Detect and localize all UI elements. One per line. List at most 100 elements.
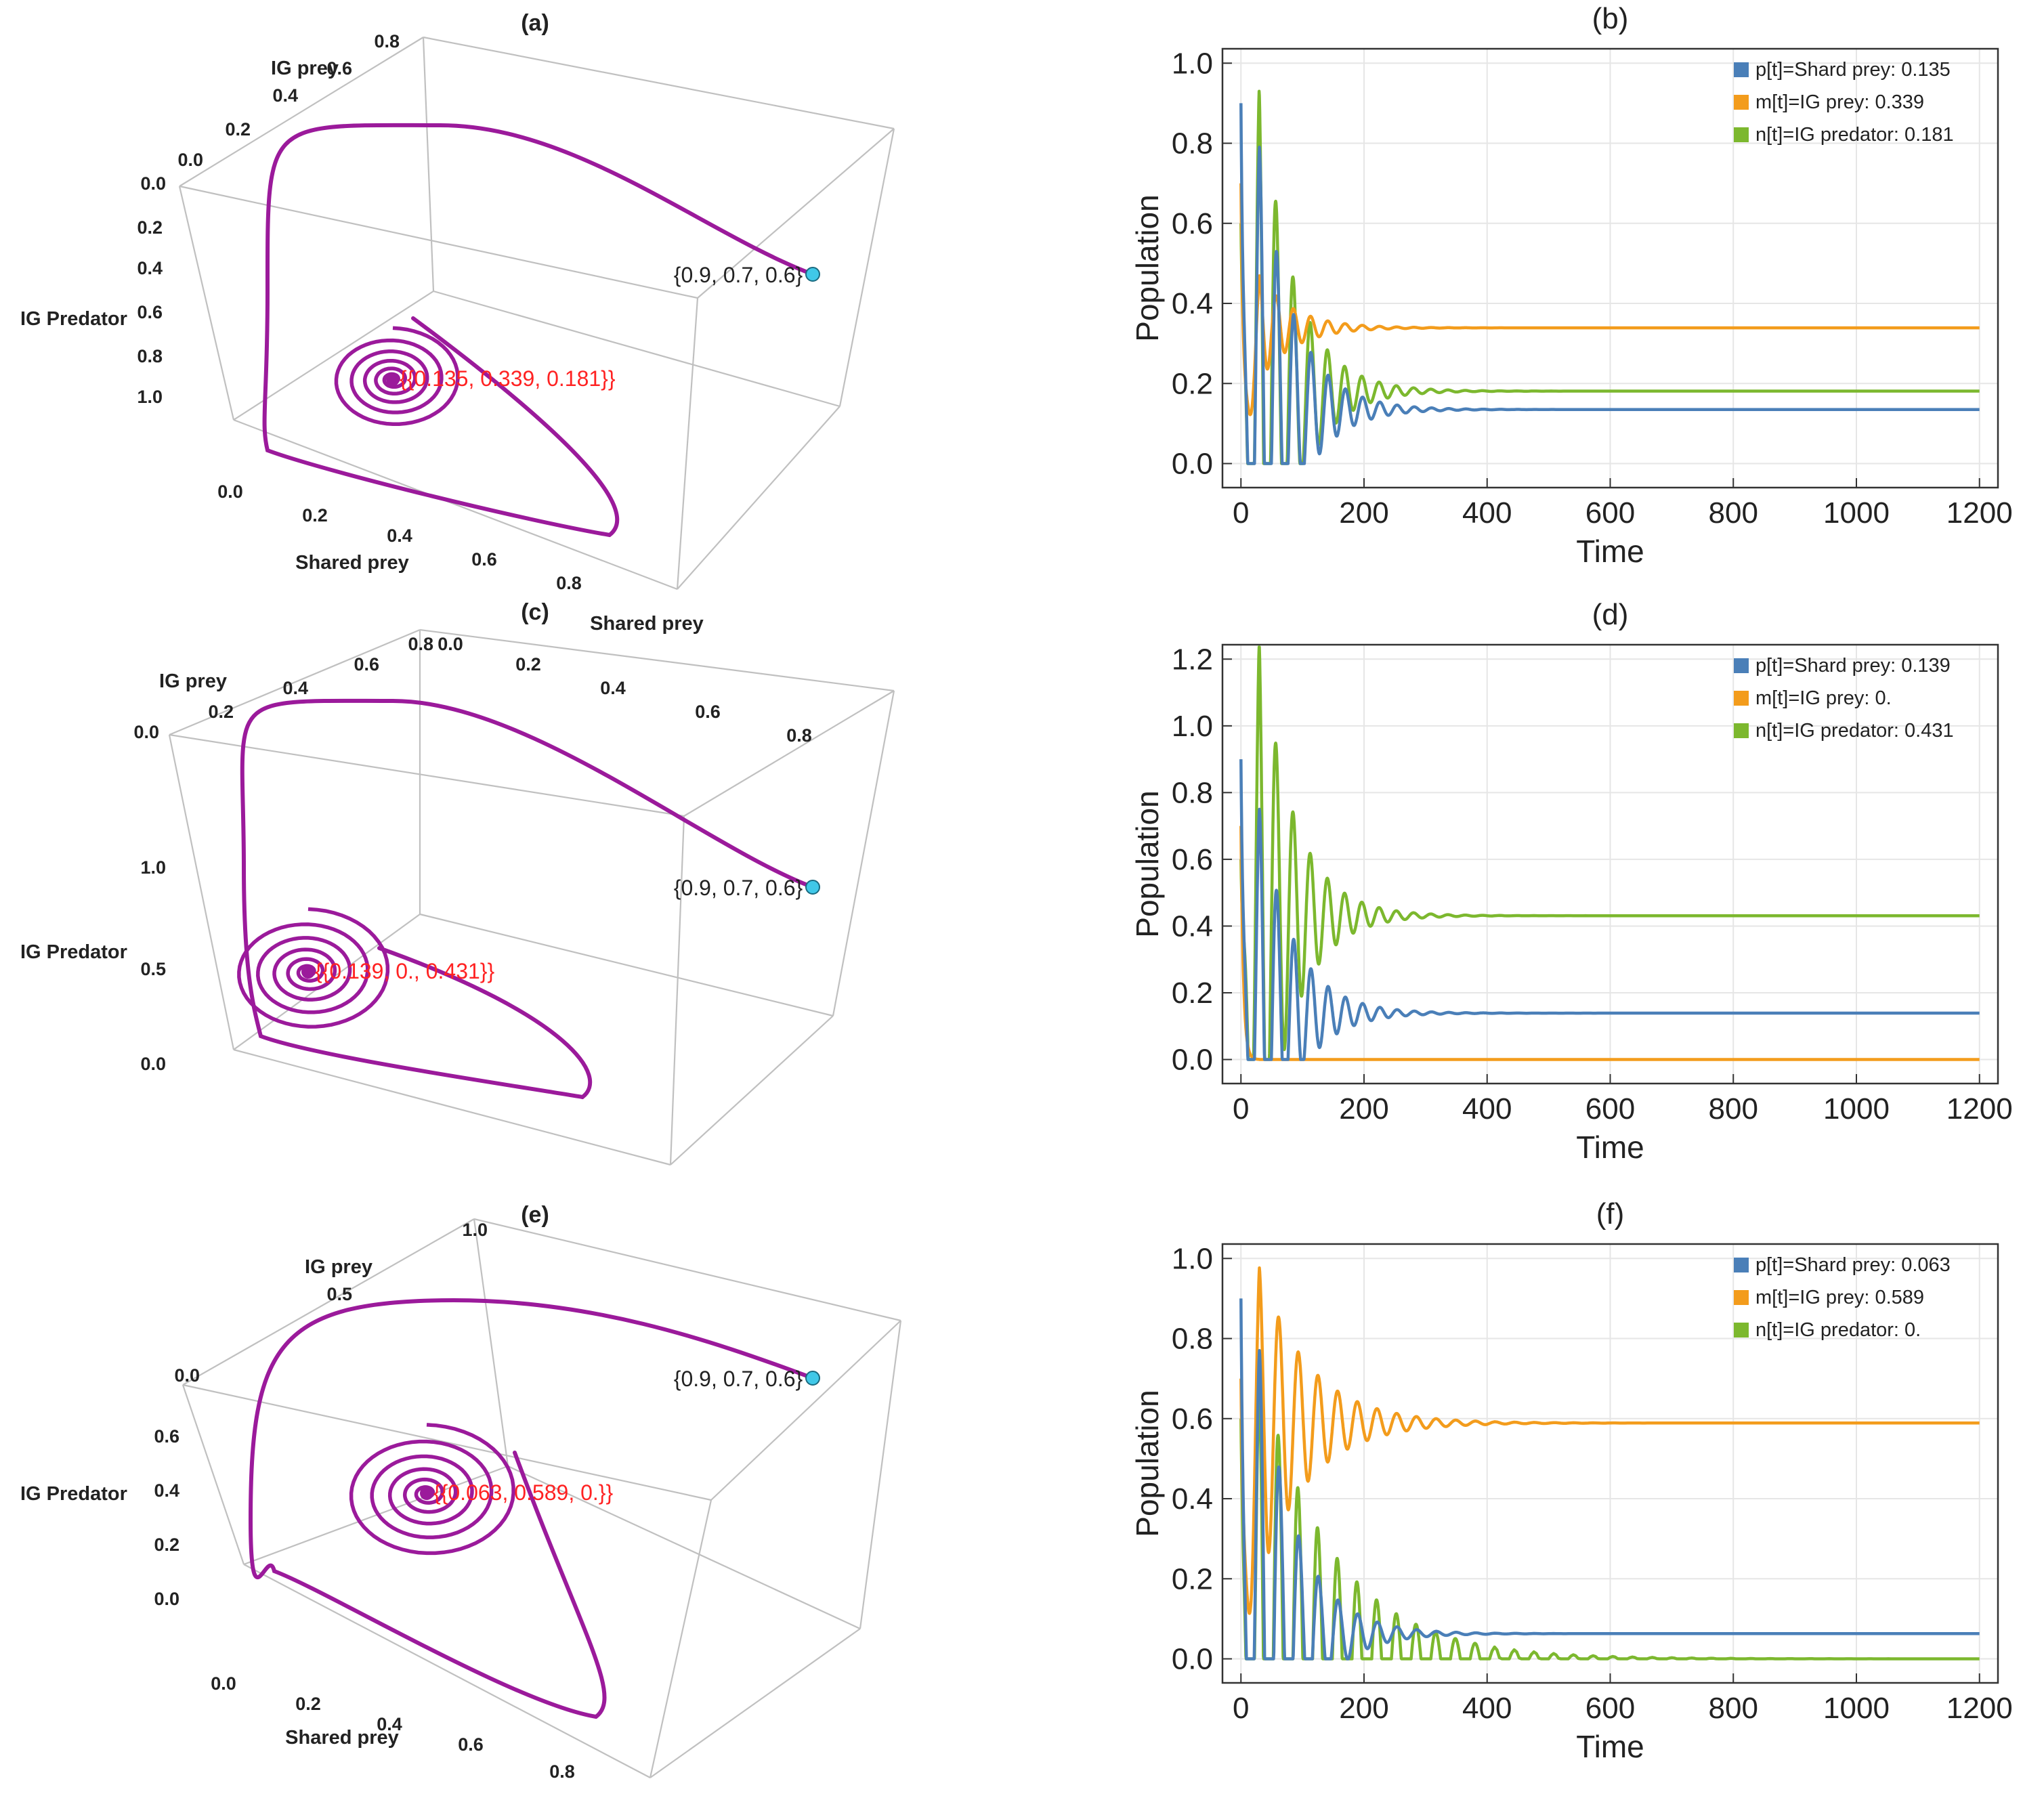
series-line-m[t]: [1239, 1266, 1980, 1615]
x-axis-label: Shared prey: [590, 613, 704, 635]
z-tick-label: 0.6: [137, 302, 163, 322]
legend-entry: p[t]=Shard prey: 0.135: [1755, 59, 1951, 81]
box-edge: [650, 1628, 861, 1778]
y-tick-label: 0.0: [1172, 1643, 1213, 1676]
trajectory-outer: [248, 1298, 815, 1719]
x-tick-label: 0: [1233, 496, 1249, 530]
x-tick-label: 800: [1709, 1092, 1758, 1126]
x-tick-label: 200: [1339, 1692, 1388, 1725]
box-edge: [169, 628, 421, 736]
box-edge: [178, 186, 235, 421]
x-tick-label: 1200: [1946, 496, 2011, 530]
x-tick-label: 1000: [1823, 1092, 1890, 1126]
series-line-m[t]: [1239, 826, 1980, 1061]
z-tick-label: 0.8: [137, 346, 163, 366]
box-edge: [182, 1218, 475, 1386]
legend-entry: n[t]=IG predator: 0.181: [1755, 124, 1954, 146]
y-tick-label: 0.6: [1172, 843, 1213, 876]
y-tick-label: 0.2: [1172, 977, 1213, 1010]
start-point-label: {0.9, 0.7, 0.6}: [674, 1367, 803, 1391]
x-tick-label: 0.4: [377, 1714, 402, 1734]
y-tick-label: 0.2: [1172, 1562, 1213, 1596]
box-edge: [677, 406, 840, 590]
box-edge: [179, 185, 698, 299]
x-tick-label: 400: [1462, 1692, 1512, 1725]
x-tick-label: 0.8: [556, 573, 582, 593]
phase-panel-e: (e) 0.0 0.2 0.4 0.6 0.8 0.0 0.5 1.0 0.0 0.2 0.4 0.6 S…: [20, 1202, 902, 1782]
legend-entry: p[t]=Shard prey: 0.063: [1755, 1254, 1951, 1276]
y-tick-label: 0.2: [208, 702, 234, 722]
box-edge: [838, 128, 895, 407]
y-tick-label: 1.2: [1172, 643, 1213, 676]
box-edge: [670, 1015, 834, 1165]
x-tick-label: 400: [1462, 496, 1512, 530]
x-tick-label: 800: [1709, 1692, 1758, 1725]
start-point: [805, 880, 820, 895]
box-edge: [243, 1564, 651, 1778]
legend-swatch: [1734, 1323, 1749, 1337]
x-tick-label: 600: [1585, 1692, 1635, 1725]
box-edge: [233, 419, 678, 591]
z-axis-label: IG Predator: [20, 308, 127, 330]
box-edge: [243, 1465, 509, 1566]
x-tick-label: 0.0: [211, 1673, 236, 1694]
box-edge: [676, 297, 699, 590]
phase-panel-a: (a) 0.0 0.2 0.4 0.6 0.8 0.0 0.2 0.4 0.6 0.8 0.0 0.2 0…: [20, 10, 895, 593]
y-axis-label: Population: [1130, 790, 1165, 937]
box-edge: [423, 36, 895, 130]
timeseries-panel-f: (f) 0 200 400 600 800 1000 1200 0.0 0.2 0.4 0.6 0.8 1…: [1130, 1197, 2011, 1764]
x-tick-label: 0.4: [387, 526, 412, 546]
x-tick-label: 0.4: [600, 678, 626, 698]
box-edge: [683, 690, 895, 817]
z-tick-label: 0.2: [154, 1535, 179, 1555]
x-tick-label: 1200: [1946, 1692, 2011, 1725]
box-edge: [507, 1465, 861, 1629]
z-axis-label: IG Predator: [20, 941, 127, 963]
box-edge: [233, 1048, 671, 1166]
series-line-m[t]: [1239, 183, 1980, 416]
series-line-n[t]: [1239, 89, 1980, 465]
x-tick-label: 0.2: [295, 1694, 321, 1714]
box-edge: [422, 37, 435, 292]
legend-swatch: [1734, 1290, 1749, 1305]
x-tick-label: 0.2: [302, 505, 328, 526]
series-line-n[t]: [1239, 645, 1980, 1061]
box-edge: [419, 628, 895, 692]
equilibrium-label: {{0.139, 0., 0.431}}: [315, 959, 494, 983]
y-tick-label: 0.4: [282, 678, 308, 698]
y-tick-label: 0.8: [408, 634, 433, 654]
z-axis-label: IG Predator: [20, 1483, 127, 1505]
x-tick-label: 200: [1339, 496, 1388, 530]
x-axis-label: Time: [1576, 1729, 1644, 1764]
y-tick-label: 1.0: [1172, 1242, 1213, 1275]
x-tick-label: 0.0: [217, 481, 243, 502]
box-edge: [169, 733, 685, 817]
box-edge: [669, 815, 685, 1165]
z-tick-label: 0.2: [137, 217, 163, 238]
equilibrium-point: [301, 965, 315, 979]
series-line-p[t]: [1239, 759, 1980, 1061]
legend-entry: m[t]=IG prey: 0.589: [1755, 1287, 1924, 1308]
y-axis-label: IG prey: [271, 58, 339, 79]
legend-swatch: [1734, 1258, 1749, 1272]
equilibrium-label: {{0.135, 0.339, 0.181}}: [400, 366, 616, 391]
box-edge: [433, 290, 840, 408]
timeseries-panel-b: (b) 0 200 400 600 800 1000 1200 0.0 0.2 0.4 0.6 0.8 1…: [1130, 2, 2011, 569]
y-axis-label: Population: [1130, 194, 1165, 341]
panel-title: (a): [521, 10, 549, 36]
y-tick-label: 0.4: [272, 85, 298, 106]
panel-title: (c): [521, 599, 549, 625]
legend-entry: m[t]=IG prey: 0.: [1755, 687, 1892, 709]
box-edge: [168, 734, 235, 1050]
box-edge: [710, 1320, 901, 1501]
y-tick-label: 0.0: [174, 1365, 200, 1386]
x-tick-label: 0.6: [471, 549, 497, 570]
y-tick-label: 0.2: [1172, 367, 1213, 400]
x-tick-label: 0: [1233, 1092, 1249, 1126]
x-tick-label: 0.0: [438, 634, 463, 654]
y-tick-label: 0.4: [1172, 287, 1213, 320]
legend-swatch: [1734, 95, 1749, 110]
x-axis-label: Shared prey: [285, 1727, 399, 1749]
y-tick-label: 1.0: [1172, 710, 1213, 743]
x-tick-label: 600: [1585, 496, 1635, 530]
